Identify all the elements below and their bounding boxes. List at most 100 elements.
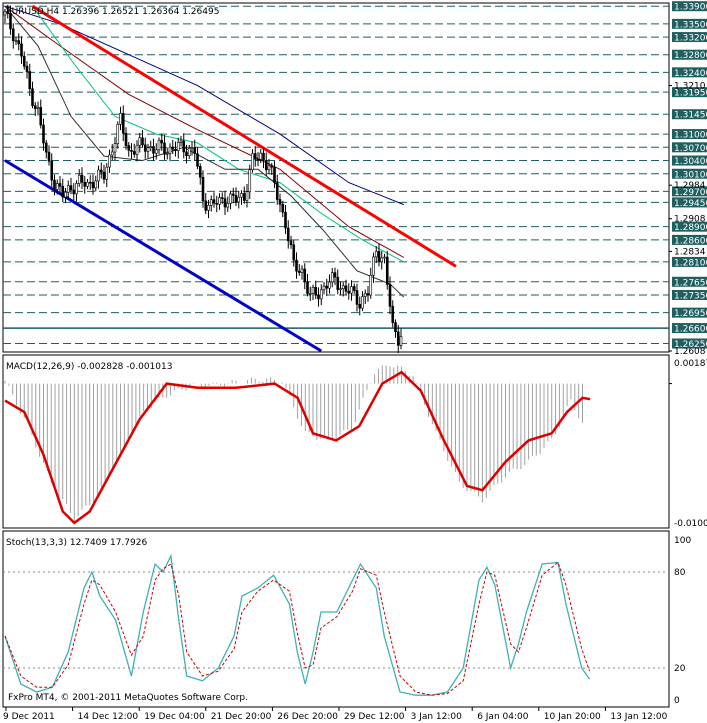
candle-body [132,151,136,155]
candle-body [223,198,227,208]
trend-line [31,4,457,268]
moving-average-line [4,5,405,298]
candle-body [55,183,59,190]
candle-body [355,290,359,305]
candle-body [234,195,238,203]
price-panel-title: EURUSD,H4 1.26396 1.26521 1.26364 1.2649… [6,7,219,17]
candle-body [226,203,230,208]
price-level-label: 1.26600 [674,325,707,335]
price-level-box [672,197,707,208]
candle-body [17,40,21,45]
stoch-signal-line [4,561,591,696]
candle-body [88,181,92,184]
price-level-label: 1.31000 [674,131,707,141]
macd-signal-path [4,370,591,525]
candle-body [66,185,70,193]
candle-body [396,331,400,346]
x-tick-label: 10 Jan 20:00 [544,712,601,722]
candle-body [325,285,329,289]
price-level-label: 1.28100 [674,258,707,268]
stoch-tick-label: 80 [674,568,686,578]
macd-panel[interactable]: 0.00187 -0.01009 MACD(12,26,9) -0.002828 … [2,354,707,529]
candle-body [361,296,364,309]
stoch-tick-label: 100 [674,536,691,546]
candle-body [237,196,241,203]
x-tick-label: 3 Jan 12:00 [411,712,463,722]
candle-body [42,124,45,144]
candle-body [358,304,362,309]
candle-body [215,202,219,205]
candle-body [9,13,12,30]
price-level-box [672,256,707,267]
x-tick-label: 13 Jan 12:00 [610,712,667,722]
x-tick-label: 29 Dec 12:00 [344,712,405,722]
moving-average-line [4,5,405,258]
price-level-label: 1.32800 [674,51,707,61]
candle-body [366,293,370,296]
candle-body [149,146,153,148]
candle-body [127,145,131,151]
price-tick-label: 1.2984 [674,181,706,191]
price-level-box [672,109,707,120]
candle-body [176,142,180,151]
macd-panel-border [2,354,670,529]
candle-body [80,174,84,183]
price-level-box [672,338,707,349]
candle-body [28,71,32,90]
candle-body [240,193,243,198]
candle-body [273,166,276,183]
candle-body [99,169,103,173]
candle-body [267,165,271,171]
price-level-label: 1.31950 [674,89,707,99]
x-axis: 9 Dec 2011 14 Dec 12:00 19 Dec 04:00 21 Dec… [3,707,668,722]
candle-body [385,256,389,285]
candle-body [248,169,252,193]
stoch-panel[interactable]: 100 80 20 0 Stoch(13,3,3) 12.7409 17.7926 F… [2,530,691,708]
candle-body [322,285,326,291]
stoch-lines [4,553,591,696]
candle-body [295,259,298,272]
moving-average-line [32,5,405,263]
candle-body [207,204,210,211]
price-tick-label: 1.2608 [674,347,706,357]
candle-body [163,142,166,155]
macd-panel-title: MACD(12,26,9) -0.002828 -0.001013 [6,362,172,372]
price-grid [3,5,669,345]
price-tick-label: 1.2834 [674,247,706,257]
x-tick-label: 19 Dec 04:00 [144,712,205,722]
x-tick-label: 9 Dec 2011 [3,712,55,722]
stoch-tick-label: 0 [674,696,680,706]
candle-body [33,105,37,109]
candle-body [61,185,65,198]
candle-body [11,28,15,42]
candle-body [31,88,34,106]
stoch-panel-border [2,530,670,708]
candle-body [281,204,285,213]
candle-body [110,151,114,156]
candle-body [64,192,67,198]
price-level-label: 1.33500 [674,20,707,30]
candle-body [36,107,40,109]
candle-body [124,132,128,146]
candle-body [394,322,397,333]
candle-body [198,166,202,178]
candle-body [229,193,232,204]
price-level-label: 1.27350 [674,292,707,302]
candle-body [160,139,164,144]
candle-body [187,148,191,156]
candle-body [14,40,18,42]
candle-body [350,286,353,294]
candle-body [372,256,375,276]
price-level-box [672,234,707,245]
candle-body [262,152,265,161]
price-level-label: 1.29450 [674,199,707,209]
candle-body [270,165,274,168]
price-panel[interactable]: 1.33900 1.33500 1.33200 1.32800 1.32400 1.319… [2,1,707,357]
candle-body [388,284,392,307]
candle-body [333,272,337,278]
candle-body [86,181,89,187]
candle-body [83,181,87,187]
candle-body [119,113,122,125]
price-level-label: 1.32400 [674,69,707,79]
